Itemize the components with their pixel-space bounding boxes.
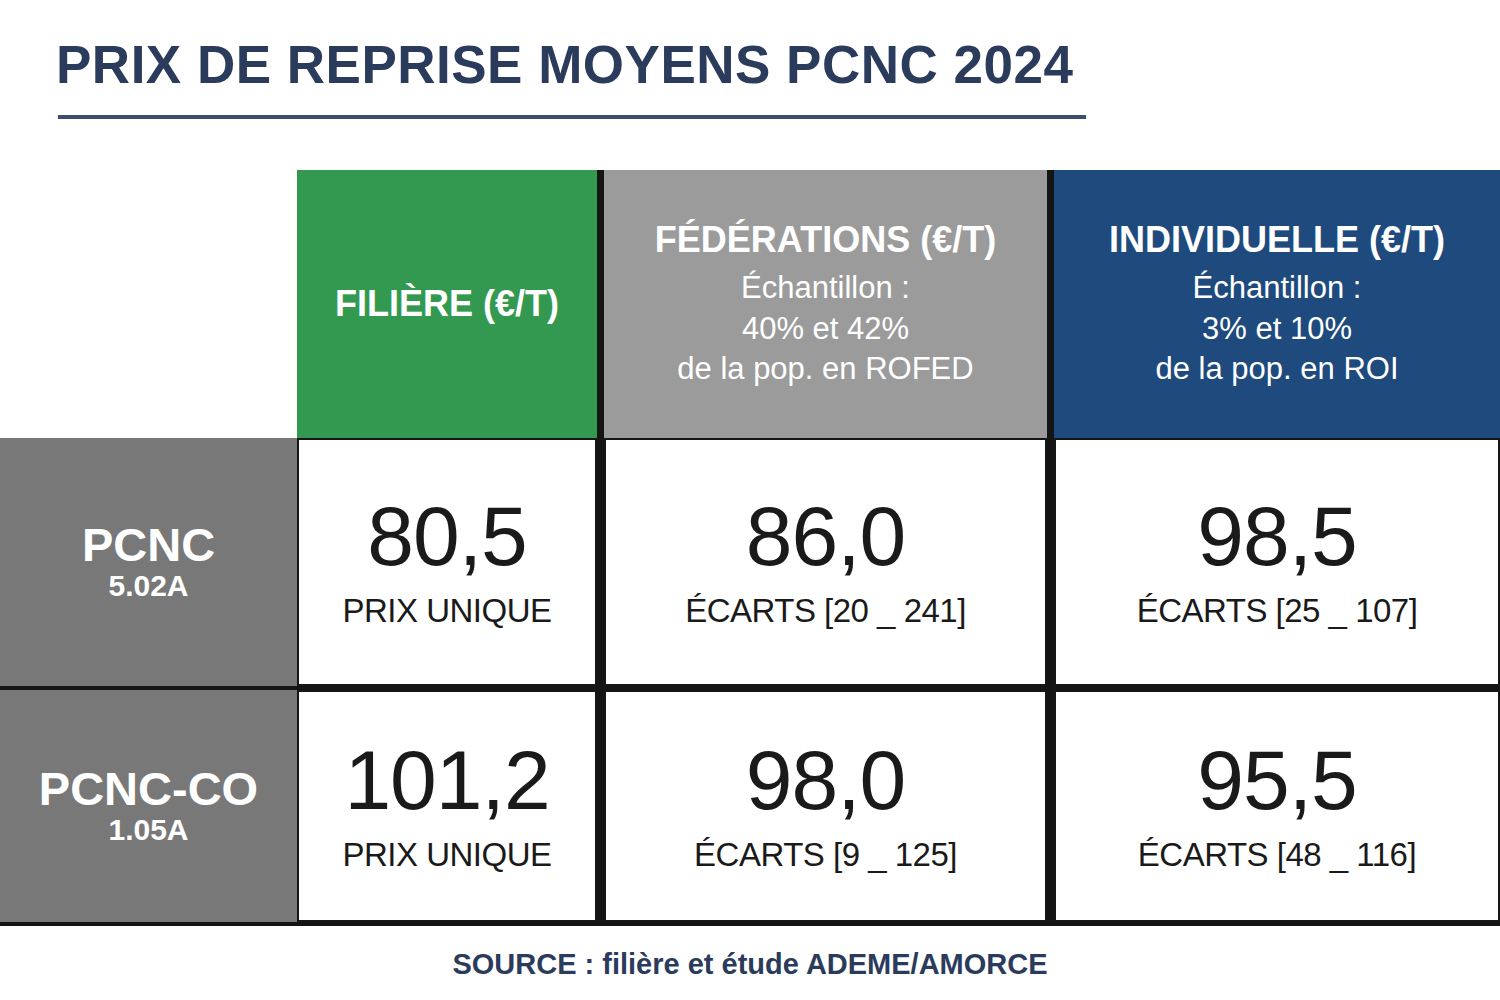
row-header-pcnc-co-name: PCNC-CO <box>39 764 258 813</box>
sample-line: de la pop. en ROI <box>1156 349 1399 389</box>
cell-label: PRIX UNIQUE <box>342 836 551 874</box>
row-header-pcnc: PCNC 5.02A <box>0 438 297 686</box>
infographic-page: PRIX DE REPRISE MOYENS PCNC 2024 FILIÈRE… <box>0 0 1500 1000</box>
column-header-individuelle: INDIVIDUELLE (€/T) Échantillon : 3% et 1… <box>1054 170 1500 438</box>
cell-value: 95,5 <box>1197 738 1357 822</box>
title-underline <box>58 115 1086 119</box>
cell-pcnc-individuelle: 98,5 ÉCARTS [25 _ 107] <box>1054 438 1500 686</box>
column-divider-1 <box>597 170 604 926</box>
column-header-federations-sample: Échantillon : 40% et 42% de la pop. en R… <box>677 268 973 389</box>
column-header-individuelle-sample: Échantillon : 3% et 10% de la pop. en RO… <box>1156 268 1399 389</box>
cell-pcnc-co-individuelle: 95,5 ÉCARTS [48 _ 116] <box>1054 690 1500 922</box>
sample-line: Échantillon : <box>1156 268 1399 308</box>
row-header-pcnc-co: PCNC-CO 1.05A <box>0 690 297 922</box>
cell-value: 86,0 <box>746 494 906 578</box>
cell-label: PRIX UNIQUE <box>342 592 551 630</box>
column-header-federations-label: FÉDÉRATIONS (€/T) <box>655 219 996 260</box>
row-header-pcnc-name: PCNC <box>82 520 215 569</box>
table-corner-spacer <box>0 170 297 438</box>
cell-value: 101,2 <box>344 738 549 822</box>
cell-label: ÉCARTS [25 _ 107] <box>1137 592 1418 630</box>
price-table: FILIÈRE (€/T) FÉDÉRATIONS (€/T) Échantil… <box>0 170 1500 926</box>
cell-value: 98,5 <box>1197 494 1357 578</box>
cell-label: ÉCARTS [9 _ 125] <box>694 836 957 874</box>
column-header-individuelle-label: INDIVIDUELLE (€/T) <box>1109 219 1445 260</box>
sample-line: 3% et 10% <box>1156 309 1399 349</box>
cell-value: 98,0 <box>746 738 906 822</box>
source-note: SOURCE : filière et étude ADEME/AMORCE <box>0 948 1500 981</box>
row-header-pcnc-code: 5.02A <box>108 569 188 604</box>
column-header-filiere: FILIÈRE (€/T) <box>297 170 597 438</box>
column-header-federations: FÉDÉRATIONS (€/T) Échantillon : 40% et 4… <box>604 170 1047 438</box>
page-title: PRIX DE REPRISE MOYENS PCNC 2024 <box>56 34 1073 95</box>
cell-pcnc-filiere: 80,5 PRIX UNIQUE <box>297 438 597 686</box>
cell-label: ÉCARTS [48 _ 116] <box>1138 836 1416 874</box>
sample-line: de la pop. en ROFED <box>677 349 973 389</box>
row-header-pcnc-co-code: 1.05A <box>108 813 188 848</box>
column-divider-2 <box>1047 170 1054 926</box>
sample-line: Échantillon : <box>677 268 973 308</box>
sample-line: 40% et 42% <box>677 309 973 349</box>
cell-value: 80,5 <box>367 494 527 578</box>
cell-pcnc-co-federations: 98,0 ÉCARTS [9 _ 125] <box>604 690 1047 922</box>
cell-pcnc-federations: 86,0 ÉCARTS [20 _ 241] <box>604 438 1047 686</box>
cell-label: ÉCARTS [20 _ 241] <box>685 592 966 630</box>
cell-pcnc-co-filiere: 101,2 PRIX UNIQUE <box>297 690 597 922</box>
table-bottom-border <box>0 922 1500 926</box>
column-header-filiere-label: FILIÈRE (€/T) <box>335 283 559 324</box>
